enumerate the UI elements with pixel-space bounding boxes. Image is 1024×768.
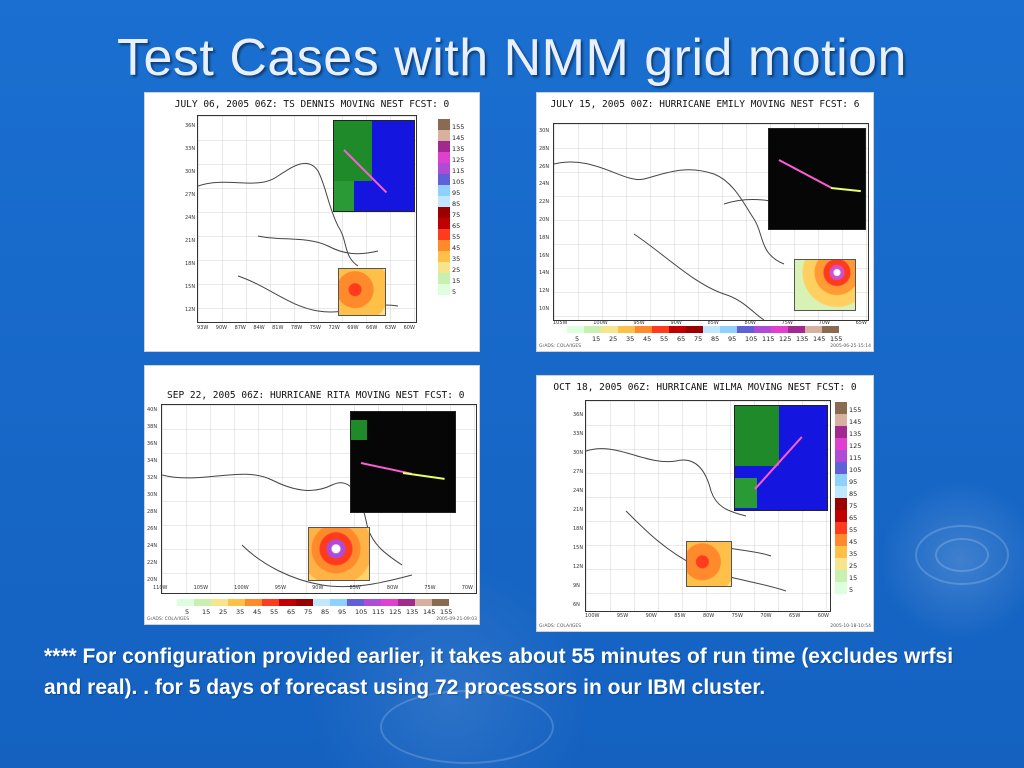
emily-footer-right: 2005-06-25-15:14: [830, 344, 871, 349]
coastline-outline: [162, 473, 413, 588]
wilma-x-axis: 100W 95W 90W 85W 80W 75W 70W 65W 60W: [585, 613, 829, 619]
rita-panel: SEP 22, 2005 06Z: HURRICANE RITA MOVING …: [145, 366, 479, 624]
emily-track-forecast: [830, 187, 861, 193]
run-time-note: **** For configuration provided earlier,…: [44, 645, 954, 699]
wilma-moving-nest: [686, 541, 732, 587]
dennis-scale-labels: 155 145 135 125 115 105 95 85 75 65 55 45 35 25…: [452, 123, 465, 296]
wilma-large-nest-inset: [734, 405, 828, 511]
emily-track: [778, 159, 833, 190]
wilma-panel-title: OCT 18, 2005 06Z: HURRICANE WILMA MOVING…: [553, 382, 857, 393]
dennis-moving-nest: [338, 268, 386, 316]
wilma-panel: OCT 18, 2005 06Z: HURRICANE WILMA MOVING…: [537, 376, 873, 631]
rita-color-scale: [177, 599, 449, 606]
dennis-y-axis: 36N 33N 30N 27N 24N 21N 18N 15N 12N: [185, 123, 196, 313]
dennis-x-axis: 93W 90W 87W 84W 81W 78W 75W 72W 69W 66W 63W 60W: [197, 325, 415, 331]
emily-panel: JULY 15, 2005 00Z: HURRICANE EMILY MOVIN…: [537, 93, 873, 351]
rita-large-nest-inset: [350, 411, 456, 513]
background-ripple: [380, 690, 554, 764]
emily-scale-labels: 5 15 25 35 45 55 65 75 85 95 105 115 125 135 14…: [575, 335, 843, 343]
rita-x-axis: 110W 105W 100W 95W 90W 85W 80W 75W 70W: [153, 585, 473, 591]
slide-title: Test Cases with NMM grid motion: [117, 29, 907, 87]
dennis-panel-title: JULY 06, 2005 06Z: TS DENNIS MOVING NEST…: [174, 99, 450, 110]
emily-x-axis: 105W 100W 95W 90W 85W 80W 75W 70W 65W: [553, 320, 867, 326]
dennis-panel: JULY 06, 2005 06Z: TS DENNIS MOVING NEST…: [145, 93, 479, 351]
dennis-map: [197, 115, 417, 323]
wilma-map: [585, 400, 831, 612]
rita-footer-right: 2005-09-21-09:03: [436, 617, 477, 622]
dennis-color-scale: [438, 119, 450, 295]
rita-panel-title: SEP 22, 2005 06Z: HURRICANE RITA MOVING …: [167, 390, 465, 401]
emily-panel-title: JULY 15, 2005 00Z: HURRICANE EMILY MOVIN…: [550, 99, 860, 110]
rita-moving-nest: [308, 527, 370, 581]
rita-footer-left: GrADS: COLA/IGES: [147, 617, 190, 622]
rita-scale-labels: 5 15 25 35 45 55 65 75 85 95 105 115 125 135 14…: [185, 608, 453, 616]
emily-moving-nest: [794, 259, 856, 311]
emily-footer-left: GrADS: COLA/IGES: [539, 344, 582, 349]
rita-track-forecast: [402, 472, 445, 480]
rita-map: [161, 404, 477, 594]
background-ripple: [915, 525, 1009, 585]
emily-large-nest-inset: [768, 128, 866, 230]
wilma-y-axis: 36N 33N 30N 27N 24N 21N 18N 15N 12N 9N 6N: [573, 412, 584, 608]
wilma-footer-left: GrADS: COLA/IGES: [539, 624, 582, 629]
emily-color-scale: [567, 326, 839, 333]
emily-y-axis: 30N 28N 26N 24N 22N 20N 18N 16N 14N 12N 10N: [539, 128, 550, 312]
wilma-footer-right: 2005-10-18-10:54: [830, 624, 871, 629]
wilma-scale-labels: 155 145 135 125 115 105 95 85 75 65 55 45 35 25…: [849, 406, 862, 594]
emily-map: [553, 123, 869, 321]
wilma-color-scale: [835, 402, 847, 594]
dennis-large-nest-inset: [333, 120, 415, 212]
rita-y-axis: 40N 38N 36N 34N 32N 30N 28N 26N 24N 22N 20N: [147, 407, 158, 583]
